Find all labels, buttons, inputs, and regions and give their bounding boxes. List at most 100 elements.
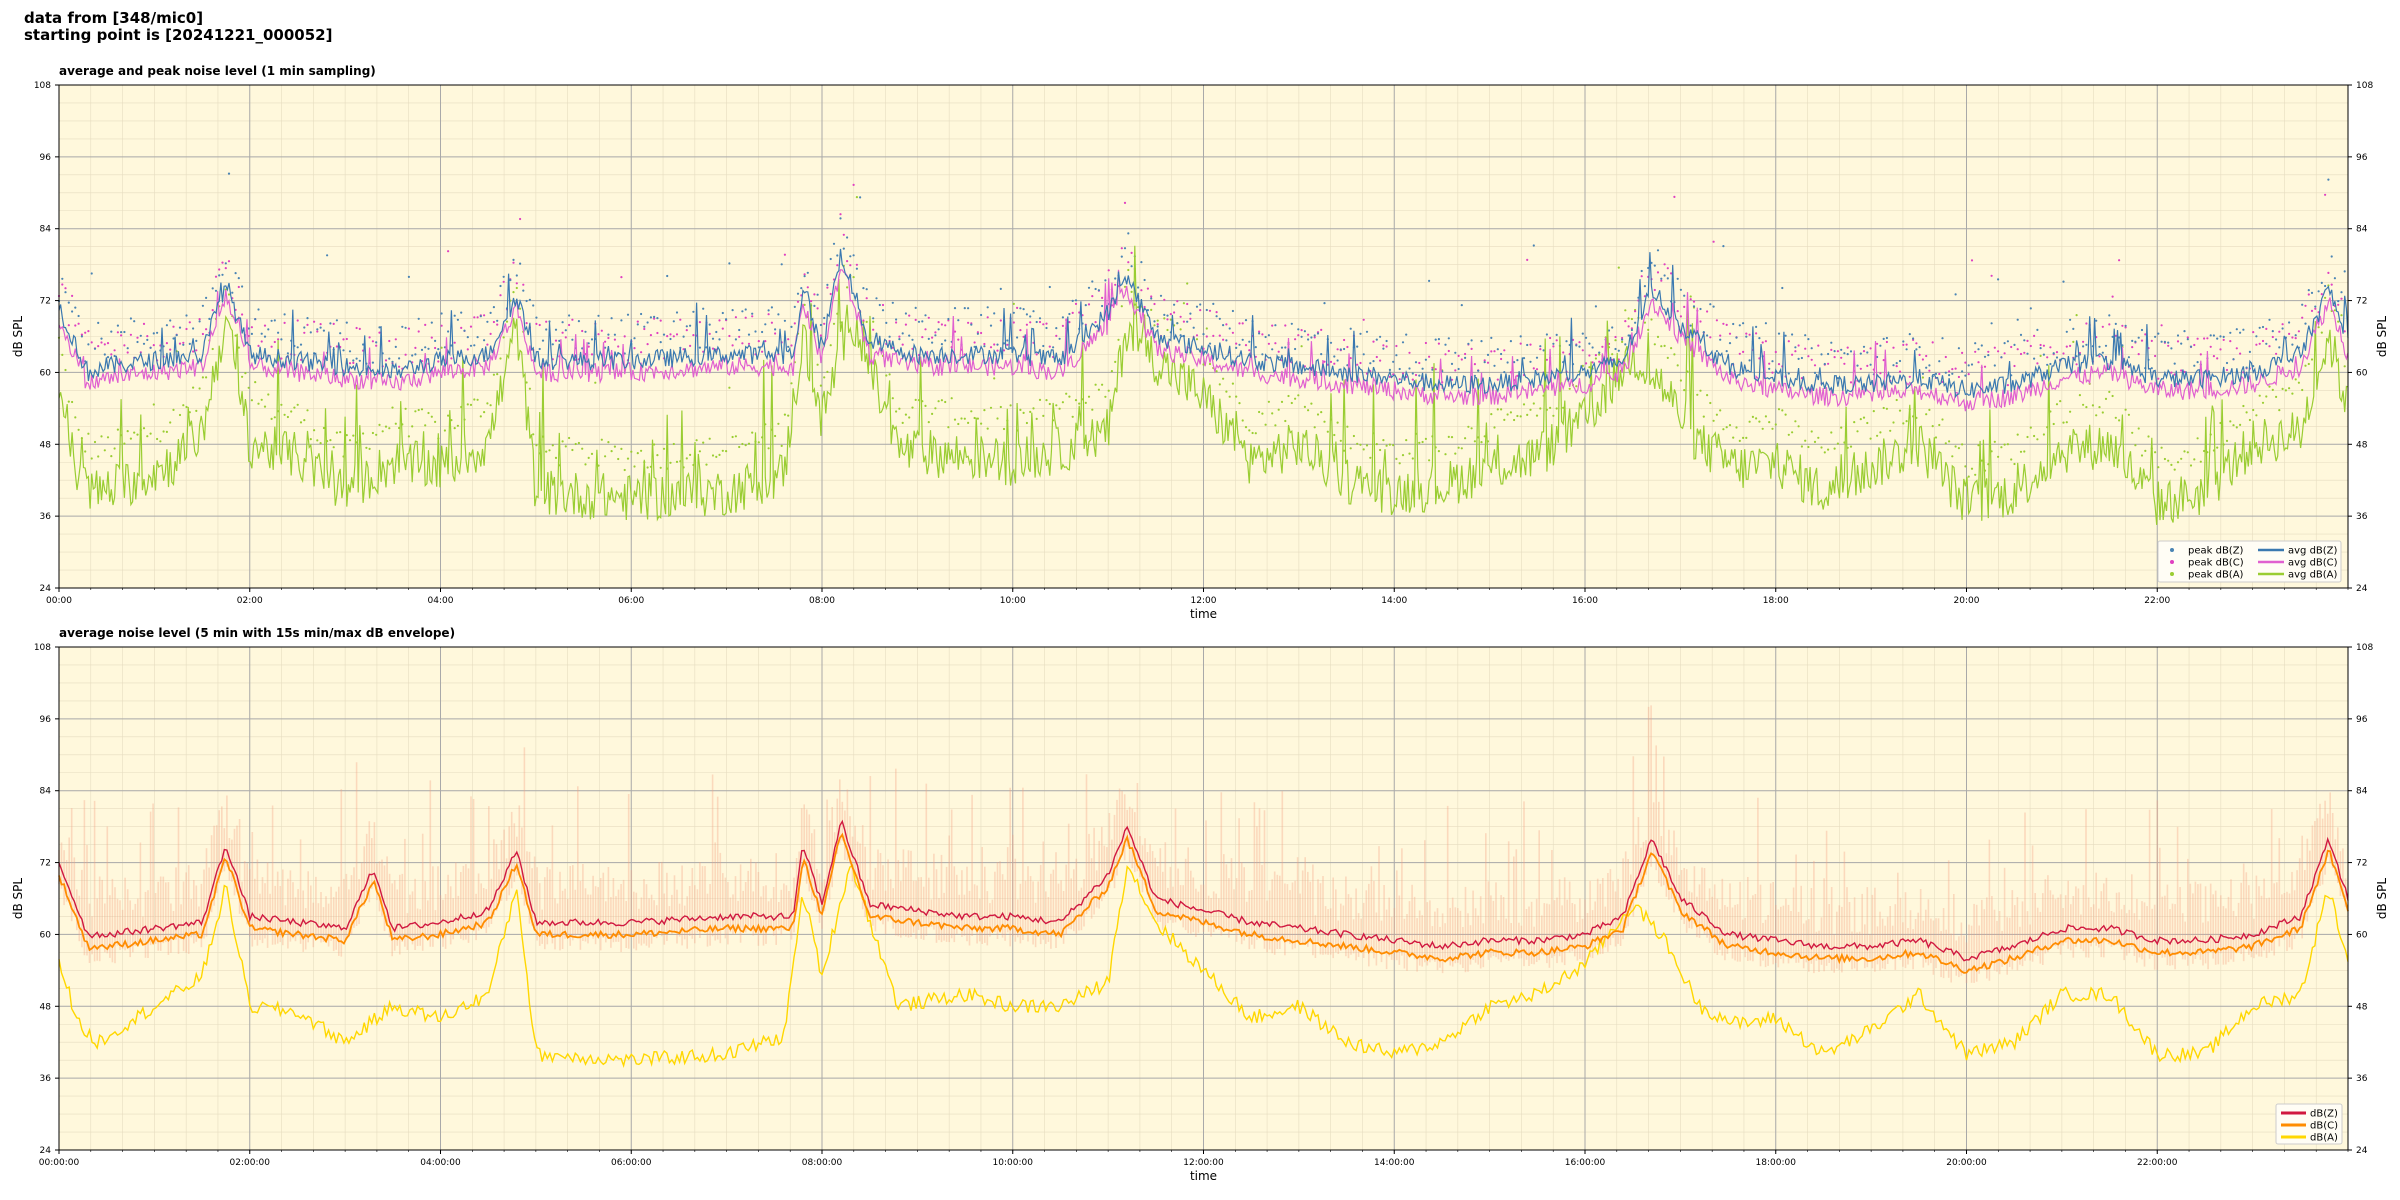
peak-dot <box>1143 305 1146 309</box>
peak-dot <box>986 427 989 430</box>
peak-dot <box>172 337 175 340</box>
peak-dot <box>2072 327 2075 330</box>
peak-dot <box>2137 336 2140 339</box>
peak-dot <box>1722 428 1725 431</box>
peak-dot <box>1199 309 1202 312</box>
peak-dot <box>1143 278 1146 282</box>
peak-dot <box>512 258 515 261</box>
peak-dot <box>2193 343 2196 347</box>
x-tick-label: 22:00 <box>2144 596 2170 606</box>
peak-dot <box>185 314 188 317</box>
peak-dot <box>2108 323 2111 326</box>
peak-dot <box>1728 424 1732 427</box>
peak-dot <box>666 335 669 338</box>
y-tick-label-right: 48 <box>2356 1002 2368 1012</box>
peak-dot <box>1434 338 1437 341</box>
peak-dot <box>133 431 136 434</box>
peak-dot <box>1029 315 1032 318</box>
peak-dot <box>1970 363 1974 366</box>
peak-dot <box>2225 361 2229 365</box>
peak-dot <box>322 426 325 430</box>
peak-dot <box>198 318 201 321</box>
peak-dot <box>414 353 417 356</box>
peak-dot <box>1686 370 1689 373</box>
peak-dot <box>224 267 227 270</box>
peak-dot <box>734 338 738 341</box>
peak-dot <box>1581 332 1584 335</box>
peak-dot <box>1418 441 1421 444</box>
peak-dot <box>1477 369 1480 372</box>
peak-dot <box>499 294 502 297</box>
peak-dot <box>944 400 947 404</box>
peak-dot <box>904 323 908 326</box>
peak-dot <box>453 427 456 430</box>
y-tick-label-left: 108 <box>34 81 51 91</box>
peak-dot <box>993 377 996 380</box>
y-tick-label-left: 84 <box>40 787 52 797</box>
peak-dot <box>1817 344 1820 347</box>
peak-dot <box>1948 370 1951 373</box>
peak-dot <box>2016 433 2019 436</box>
peak-dot <box>1068 321 1071 324</box>
peak-dot <box>512 261 515 264</box>
peak-dot <box>74 306 77 309</box>
peak-dot <box>2121 324 2124 327</box>
peak-dot <box>1094 383 1097 386</box>
peak-dot <box>1271 412 1274 415</box>
peak-dot <box>378 326 381 329</box>
peak-dot <box>100 341 103 344</box>
peak-dot <box>2206 337 2209 340</box>
peak-dot <box>1869 437 1872 440</box>
peak-dot <box>2052 422 2055 426</box>
peak-dot <box>1169 313 1172 316</box>
peak-dot <box>1843 362 1846 365</box>
y-tick-label-right: 60 <box>2356 930 2368 940</box>
peak-dot <box>689 324 692 327</box>
peak-dot <box>67 324 70 327</box>
legend-box <box>2157 540 2342 583</box>
peak-dot <box>1205 335 1208 338</box>
peak-dot <box>927 316 930 319</box>
peak-dot <box>110 330 113 333</box>
peak-dot <box>1836 377 1839 380</box>
peak-dot <box>309 331 312 334</box>
peak-dot <box>1817 436 1820 439</box>
peak-dot <box>898 407 901 410</box>
peak-dot <box>152 403 155 406</box>
peak-dot <box>904 312 908 315</box>
peak-dot <box>1948 374 1951 377</box>
peak-dot <box>90 341 93 344</box>
peak-dot <box>2258 394 2261 397</box>
peak-dot <box>1238 402 1241 405</box>
peak-dot <box>767 447 770 450</box>
peak-dot <box>1447 337 1450 340</box>
peak-dot <box>453 314 456 317</box>
peak-dot <box>2255 343 2258 346</box>
peak-dot <box>2036 328 2039 331</box>
peak-dot <box>2203 337 2206 340</box>
peak-dot <box>1388 375 1391 378</box>
peak-dot <box>404 407 407 410</box>
peak-dot <box>1585 336 1588 339</box>
peak-dot <box>1336 421 1339 424</box>
peak-dot <box>728 386 731 389</box>
peak-dot <box>90 457 93 460</box>
peak-dot <box>564 329 567 332</box>
peak-dot <box>142 322 146 325</box>
peak-dot <box>1002 349 1006 352</box>
peak-dot <box>2333 309 2336 312</box>
y-tick-label-right: 72 <box>2356 297 2367 307</box>
peak-dot <box>195 339 198 342</box>
peak-dot <box>192 327 195 330</box>
peak-dot <box>940 343 944 346</box>
peak-dot <box>816 363 819 366</box>
peak-dot <box>1676 310 1679 313</box>
peak-dot <box>934 331 937 334</box>
peak-dot <box>1401 341 1405 344</box>
peak-dot <box>1777 363 1781 366</box>
peak-dot <box>2291 343 2294 346</box>
legend-label: peak dB(C) <box>2188 558 2244 569</box>
peak-dot <box>613 445 617 448</box>
peak-dot <box>1153 324 1156 327</box>
peak-dot <box>1764 322 1767 325</box>
